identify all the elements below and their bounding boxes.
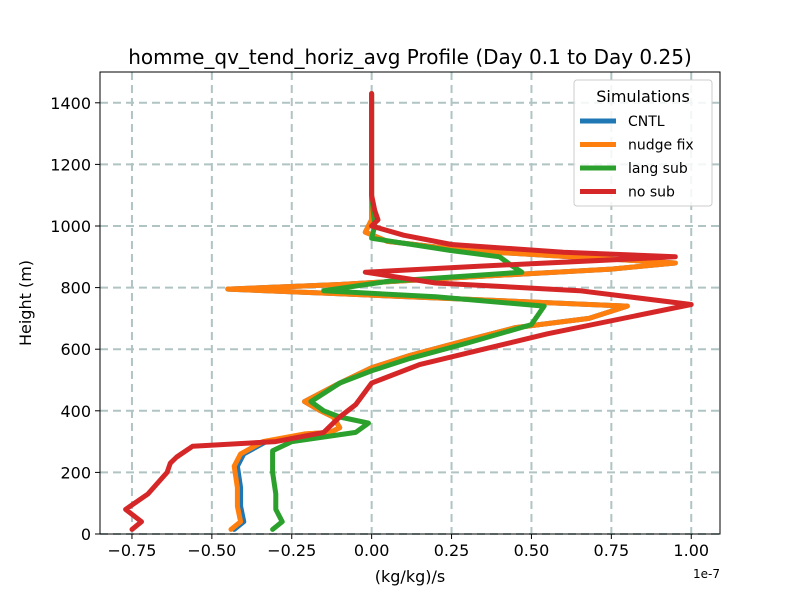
x-tick-label: −0.25 <box>267 541 316 560</box>
x-tick-label: −0.50 <box>187 541 236 560</box>
chart-title: homme_qv_tend_horiz_avg Profile (Day 0.1… <box>128 45 692 69</box>
x-axis-ticks: −0.75 −0.50 −0.25 0.00 0.25 0.50 0.75 1.00 <box>107 534 709 560</box>
y-tick-label: 200 <box>60 463 91 482</box>
legend-label: no sub <box>628 185 675 201</box>
y-axis-label: Height (m) <box>16 260 35 346</box>
series-line-lang-sub <box>270 91 547 532</box>
x-axis-offset-label: 1e-7 <box>693 567 720 581</box>
x-tick-label: 0.00 <box>354 541 390 560</box>
x-tick-label: 1.00 <box>673 541 709 560</box>
legend-label: nudge fix <box>628 138 694 154</box>
legend-title: Simulations <box>596 87 690 106</box>
x-axis-label: (kg/kg)/s <box>375 567 445 586</box>
grid <box>100 72 720 535</box>
y-axis-ticks: 0 200 400 600 800 1000 1200 1400 <box>50 94 100 544</box>
legend-box <box>573 79 713 207</box>
y-tick-label: 800 <box>60 279 91 298</box>
legend-item-no-sub: no sub <box>580 185 675 201</box>
y-tick-label: 0 <box>81 525 91 544</box>
x-tick-label: −0.75 <box>107 541 156 560</box>
legend-label: CNTL <box>628 114 665 130</box>
x-tick-label: 0.50 <box>514 541 550 560</box>
legend-item-nudge-fix: nudge fix <box>580 138 694 154</box>
series-line-no-sub <box>123 91 694 532</box>
y-tick-label: 1400 <box>50 94 91 113</box>
x-tick-label: 0.75 <box>594 541 630 560</box>
legend: Simulations CNTL nudge fix lang sub no sub <box>573 79 713 207</box>
x-tick-label: 0.25 <box>434 541 470 560</box>
y-tick-label: 600 <box>60 340 91 359</box>
y-tick-label: 1200 <box>50 155 91 174</box>
y-tick-label: 1000 <box>50 217 91 236</box>
y-tick-label: 400 <box>60 402 91 421</box>
series-lines <box>123 91 694 532</box>
legend-item-lang-sub: lang sub <box>580 161 688 177</box>
legend-item-cntl: CNTL <box>580 114 665 130</box>
legend-label: lang sub <box>628 161 688 177</box>
plot-frame <box>99 71 721 535</box>
